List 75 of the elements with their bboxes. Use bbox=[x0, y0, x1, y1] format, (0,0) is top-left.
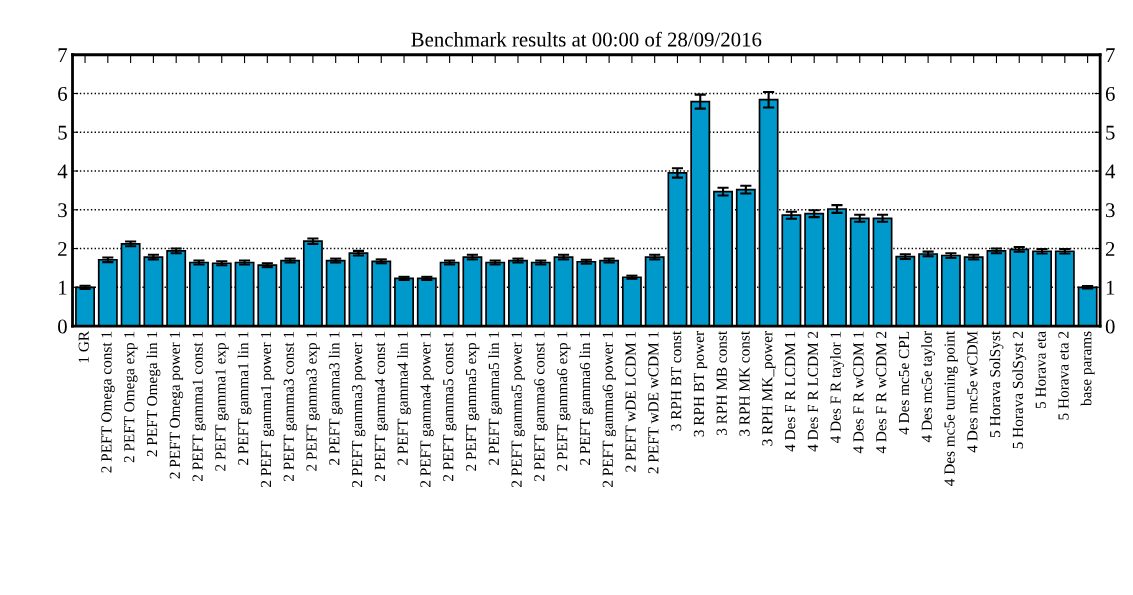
x-tick-label: 4 Des mc5e turning point bbox=[944, 331, 958, 486]
x-tick-label: 4 Des F R taylor 1 bbox=[830, 331, 844, 444]
y2-tick-label: 3 bbox=[58, 203, 67, 218]
x-tick-label: 2 PEFT gamma1 lin 1 bbox=[237, 331, 252, 465]
x-tick-label: 2 PEFT gamma5 power 1 bbox=[511, 331, 525, 487]
x-tick-label: 4 Des mc5e wCDM bbox=[967, 331, 978, 453]
x-tick-label: 2 PEFT Omega lin 1 bbox=[146, 331, 161, 457]
x-tick-label: 2 PEFT gamma3 power 1 bbox=[351, 331, 366, 487]
bar bbox=[485, 261, 506, 327]
y-tick-label: 4 bbox=[1105, 164, 1116, 179]
x-tick-label: 2 PEFT gamma6 lin 1 bbox=[579, 331, 594, 465]
x-tick-label: 4 Des mc5e CPL bbox=[898, 331, 910, 435]
x-tick-label: 5 Horava eta bbox=[1035, 331, 1046, 409]
chart-title: Benchmark results at 00:00 of 28/09/2016 bbox=[411, 31, 762, 47]
bar bbox=[257, 264, 278, 327]
x-tick-label: 2 PEFT gamma1 const 1 bbox=[192, 331, 206, 482]
x-tick-label: 2 PEFT gamma1 power 1 bbox=[260, 331, 275, 487]
y2-tick-label: 1 bbox=[59, 280, 67, 295]
bar bbox=[371, 260, 392, 327]
x-tick-label: 4 Des mc5e taylor bbox=[921, 331, 936, 443]
bar bbox=[348, 252, 369, 327]
y2-tick-label: 0 bbox=[58, 319, 67, 334]
y-tick-label: 2 bbox=[1105, 241, 1115, 256]
x-tick-label: 5 Horava SolSyst bbox=[989, 331, 1004, 437]
x-tick-label: 2 PEFT wDE wCDM 1 bbox=[648, 331, 659, 474]
y2-tick-label: 6 bbox=[58, 86, 68, 101]
y-tick-label: 6 bbox=[1105, 86, 1115, 101]
x-tick-label: 2 PEFT gamma3 exp 1 bbox=[306, 331, 320, 471]
x-tick-label: base params bbox=[1080, 331, 1095, 407]
x-tick-label: 3 RPH MB const bbox=[716, 331, 727, 436]
x-tick-label: 2 PEFT gamma6 const 1 bbox=[534, 331, 548, 482]
x-tick-label: 1 GR bbox=[78, 330, 89, 363]
x-tick-label: 2 PEFT gamma3 lin 1 bbox=[328, 331, 343, 465]
x-tick-label: 3 RPH MK const bbox=[739, 331, 750, 436]
x-tick-label: 2 PEFT gamma4 power 1 bbox=[420, 331, 434, 487]
bar bbox=[940, 254, 961, 327]
bar bbox=[211, 262, 232, 327]
x-tick-label: 2 PEFT Omega const 1 bbox=[101, 331, 115, 473]
x-tick-label: 5 Horava SolSyst 2 bbox=[1012, 331, 1027, 449]
x-tick-label: 2 PEFT gamma1 exp 1 bbox=[215, 331, 229, 471]
x-tick-label: 2 PEFT gamma3 const 1 bbox=[283, 331, 298, 482]
x-tick-label: 4 Des F R wCDM 1 bbox=[853, 331, 864, 454]
y-tick-label: 0 bbox=[1105, 319, 1115, 334]
y-tick-label: 7 bbox=[1106, 48, 1115, 62]
x-tick-label: 2 PEFT gamma5 const 1 bbox=[443, 331, 457, 482]
bar bbox=[439, 261, 460, 327]
y2-tick-label: 4 bbox=[57, 164, 68, 179]
x-tick-label: 3 RPH MK_power bbox=[762, 331, 776, 446]
x-tick-label: 2 PEFT gamma4 const 1 bbox=[374, 331, 389, 482]
x-tick-label: 2 PEFT gamma5 lin 1 bbox=[488, 331, 503, 465]
x-tick-label: 2 PEFT gamma5 exp 1 bbox=[465, 331, 480, 471]
x-tick-label: 2 PEFT gamma6 exp 1 bbox=[557, 331, 571, 471]
x-tick-label: 3 RPH BT const bbox=[671, 331, 682, 431]
x-tick-label: 2 PEFT gamma6 power 1 bbox=[602, 331, 617, 487]
bar bbox=[827, 208, 847, 327]
y-tick-label: 3 bbox=[1106, 203, 1115, 218]
x-tick-label: 2 PEFT Omega exp 1 bbox=[124, 331, 138, 463]
x-tick-label: 2 PEFT wDE LCDM 1 bbox=[625, 331, 636, 472]
y-tick-label: 5 bbox=[1106, 125, 1115, 140]
bar bbox=[462, 256, 483, 327]
x-tick-label: 5 Horava eta 2 bbox=[1058, 331, 1069, 420]
x-tick-label: 4 Des F R LCDM 2 bbox=[807, 331, 819, 452]
y-tick-label: 1 bbox=[1106, 280, 1115, 295]
y2-tick-label: 5 bbox=[58, 125, 67, 140]
bar bbox=[325, 259, 346, 327]
bar bbox=[97, 258, 118, 327]
x-tick-label: 4 Des F R LCDM 1 bbox=[784, 331, 796, 452]
bar bbox=[599, 259, 620, 327]
x-tick-label: 4 Des F R wCDM 2 bbox=[876, 331, 887, 454]
bar bbox=[713, 190, 733, 327]
x-tick-label: 2 PEFT Omega power 1 bbox=[169, 331, 184, 479]
y2-tick-label: 7 bbox=[58, 48, 68, 62]
y2-tick-label: 2 bbox=[58, 241, 67, 256]
x-tick-label: 3 RPH BT power bbox=[693, 331, 708, 437]
x-tick-label: 2 PEFT gamma4 lin 1 bbox=[397, 331, 411, 465]
